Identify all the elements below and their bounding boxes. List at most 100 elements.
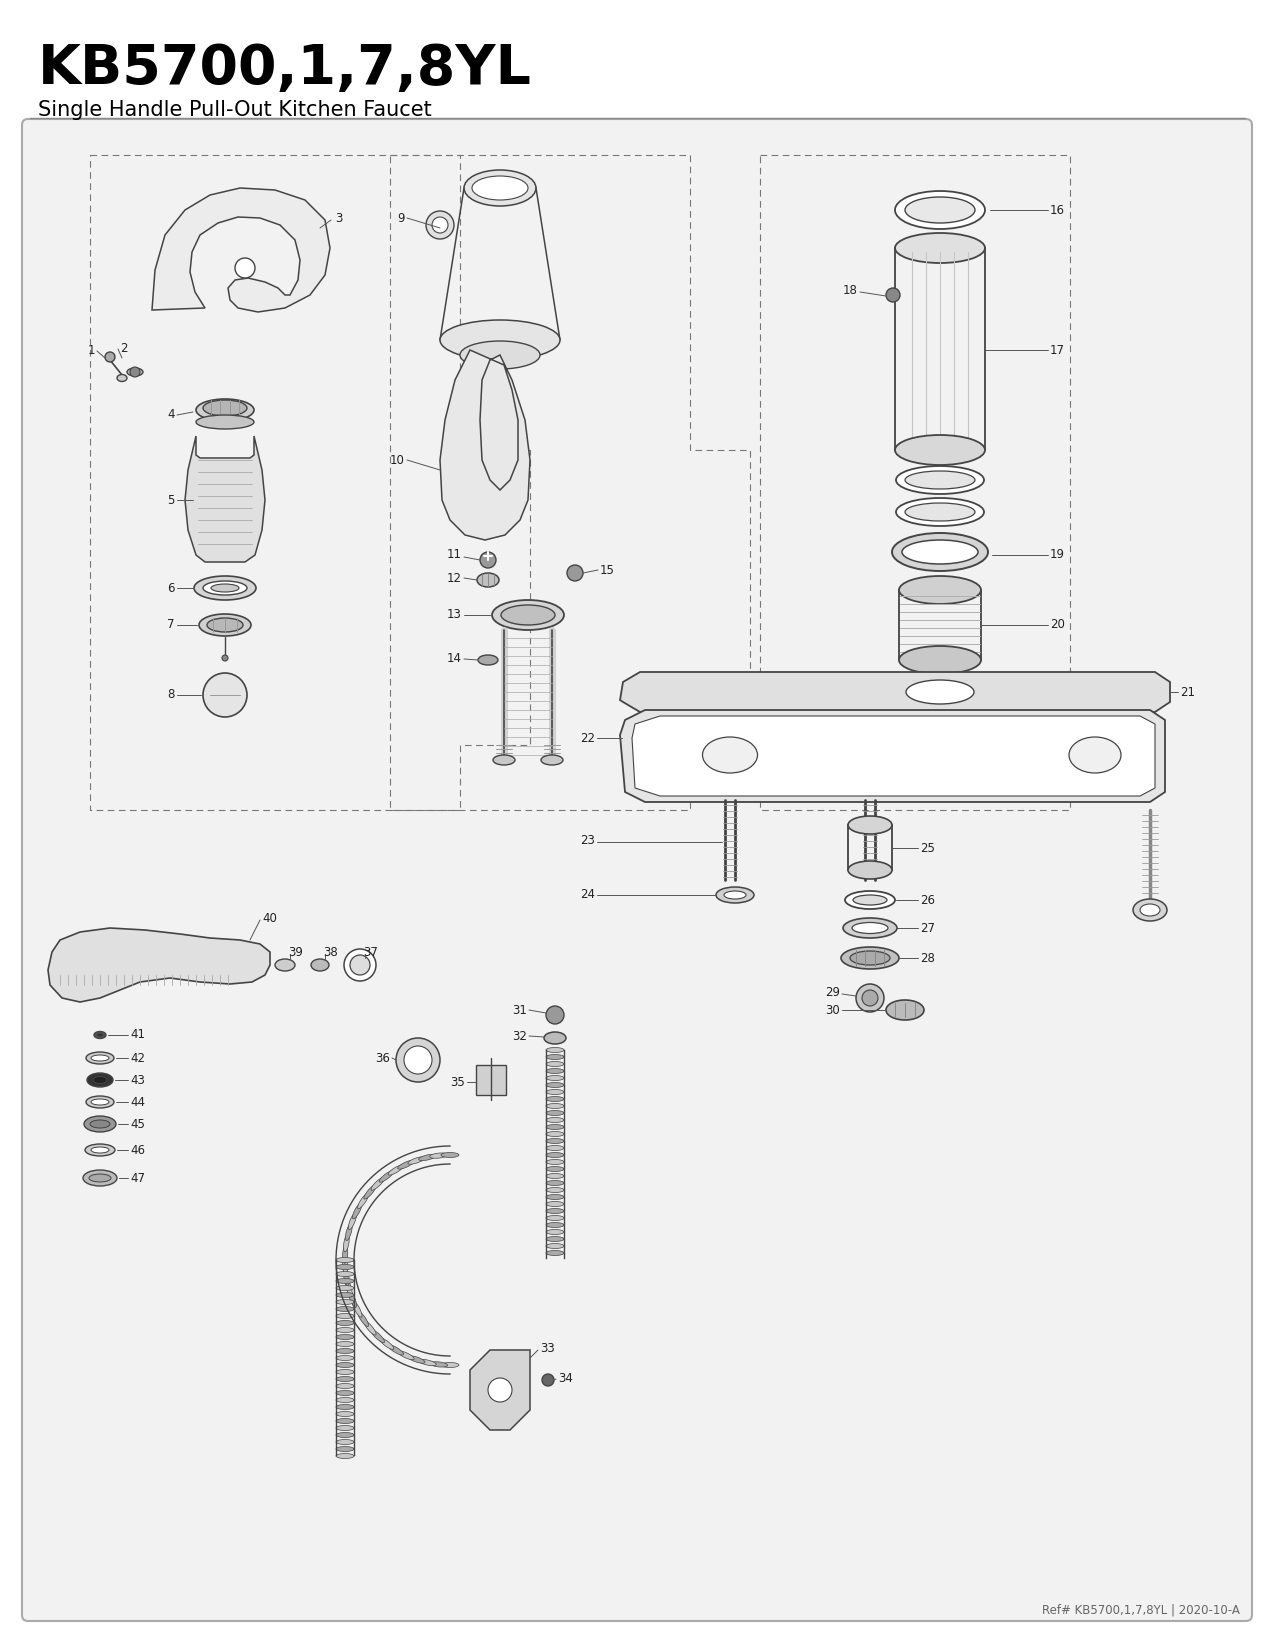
Ellipse shape [546, 1138, 564, 1143]
Ellipse shape [546, 1076, 564, 1081]
Text: 2: 2 [120, 342, 128, 355]
Ellipse shape [89, 1175, 111, 1181]
Circle shape [432, 218, 448, 233]
Ellipse shape [546, 1167, 564, 1172]
Ellipse shape [546, 1173, 564, 1178]
Ellipse shape [97, 1033, 103, 1036]
Polygon shape [620, 710, 1165, 802]
Ellipse shape [546, 1104, 564, 1109]
Ellipse shape [848, 861, 892, 879]
Text: 28: 28 [921, 952, 935, 965]
Polygon shape [476, 1064, 506, 1096]
Polygon shape [152, 188, 330, 312]
Ellipse shape [346, 1279, 352, 1297]
Text: Ref# KB5700,1,7,8YL | 2020-10-A: Ref# KB5700,1,7,8YL | 2020-10-A [1042, 1604, 1241, 1617]
Ellipse shape [337, 1257, 354, 1262]
Ellipse shape [117, 375, 128, 381]
Ellipse shape [848, 817, 892, 833]
Ellipse shape [348, 1213, 357, 1229]
Ellipse shape [850, 950, 890, 965]
Circle shape [488, 1378, 513, 1402]
Ellipse shape [337, 1300, 354, 1305]
Ellipse shape [418, 1155, 436, 1160]
Text: 17: 17 [1051, 343, 1065, 356]
FancyBboxPatch shape [22, 119, 1252, 1620]
Ellipse shape [493, 756, 515, 766]
Text: 31: 31 [513, 1003, 527, 1016]
Text: 13: 13 [448, 609, 462, 622]
Ellipse shape [337, 1398, 354, 1402]
Ellipse shape [357, 1193, 368, 1209]
Ellipse shape [379, 1338, 394, 1350]
Circle shape [105, 351, 115, 361]
Ellipse shape [886, 1000, 924, 1020]
Text: 14: 14 [448, 652, 462, 665]
Ellipse shape [899, 576, 980, 604]
Text: 20: 20 [1051, 619, 1065, 632]
Ellipse shape [541, 756, 564, 766]
Polygon shape [470, 1350, 530, 1431]
Polygon shape [620, 672, 1170, 713]
Ellipse shape [371, 1330, 385, 1343]
Text: 35: 35 [450, 1076, 465, 1089]
Ellipse shape [379, 1170, 394, 1181]
Circle shape [426, 211, 454, 239]
Ellipse shape [275, 959, 295, 970]
Text: 37: 37 [363, 945, 377, 959]
Text: 4: 4 [167, 409, 175, 421]
Ellipse shape [843, 917, 898, 937]
Ellipse shape [337, 1411, 354, 1416]
Ellipse shape [388, 1165, 404, 1175]
Ellipse shape [905, 470, 975, 488]
Ellipse shape [346, 1223, 352, 1241]
Circle shape [479, 553, 496, 568]
Ellipse shape [546, 1145, 564, 1150]
Ellipse shape [337, 1454, 354, 1459]
Ellipse shape [85, 1096, 113, 1109]
Ellipse shape [895, 436, 986, 465]
Ellipse shape [352, 1203, 362, 1219]
Text: 21: 21 [1179, 685, 1195, 698]
Ellipse shape [901, 540, 978, 564]
Ellipse shape [196, 399, 254, 421]
Text: KB5700,1,7,8YL: KB5700,1,7,8YL [38, 41, 532, 96]
Ellipse shape [546, 1188, 564, 1193]
Ellipse shape [337, 1320, 354, 1325]
Ellipse shape [441, 1152, 459, 1158]
Ellipse shape [194, 576, 256, 601]
Ellipse shape [87, 1072, 113, 1087]
Ellipse shape [363, 1322, 376, 1335]
Ellipse shape [546, 1048, 564, 1053]
Ellipse shape [337, 1279, 354, 1284]
Polygon shape [48, 927, 270, 1002]
Ellipse shape [546, 1132, 564, 1137]
Text: 5: 5 [167, 493, 175, 507]
Ellipse shape [363, 1185, 376, 1200]
Circle shape [351, 955, 370, 975]
Ellipse shape [546, 1082, 564, 1087]
Circle shape [222, 655, 228, 662]
Polygon shape [440, 350, 530, 540]
Ellipse shape [724, 891, 746, 899]
Text: 23: 23 [580, 833, 595, 846]
Circle shape [404, 1046, 432, 1074]
Ellipse shape [91, 1099, 108, 1106]
Ellipse shape [546, 1054, 564, 1059]
Ellipse shape [196, 416, 254, 429]
Text: 40: 40 [261, 911, 277, 924]
Ellipse shape [546, 1244, 564, 1249]
Circle shape [886, 289, 900, 302]
Ellipse shape [441, 1363, 459, 1368]
Ellipse shape [94, 1031, 106, 1038]
Ellipse shape [371, 1178, 385, 1190]
Text: 7: 7 [167, 619, 175, 632]
Ellipse shape [546, 1229, 564, 1234]
Circle shape [856, 983, 884, 1011]
Ellipse shape [492, 601, 564, 630]
Text: 33: 33 [541, 1341, 555, 1355]
Ellipse shape [337, 1272, 354, 1277]
Ellipse shape [199, 614, 251, 635]
Text: 26: 26 [921, 894, 935, 906]
Text: 22: 22 [580, 731, 595, 744]
Ellipse shape [337, 1328, 354, 1333]
